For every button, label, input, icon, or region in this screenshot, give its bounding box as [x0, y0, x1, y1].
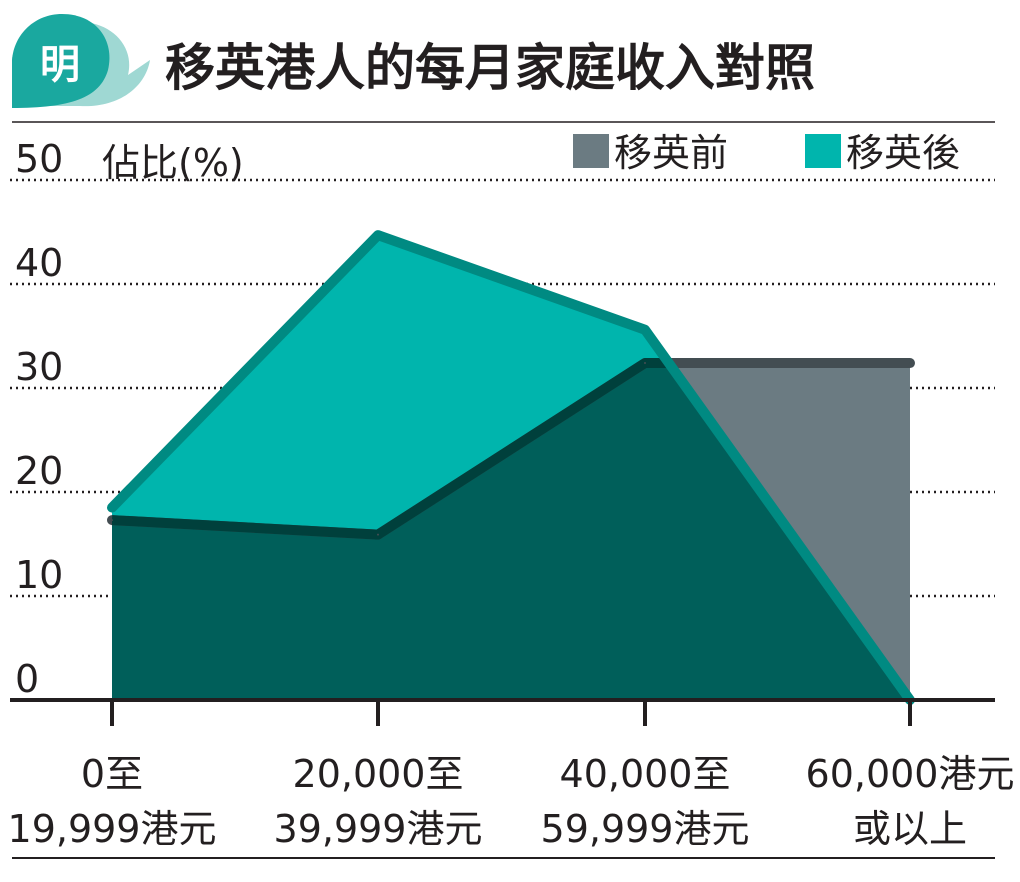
y-tick-label: 0 — [15, 657, 39, 701]
point-before — [111, 519, 113, 522]
logo-text: 明 — [40, 41, 80, 88]
x-axis — [10, 698, 995, 726]
point-before — [644, 362, 646, 365]
y-tick-label: 40 — [15, 241, 63, 285]
area-overlap — [112, 363, 910, 700]
x-tick-label: 19,999港元 — [8, 807, 217, 851]
logo: 明 — [12, 14, 150, 108]
line-after — [107, 230, 915, 705]
point-before — [377, 533, 379, 536]
legend: 移英前 移英後 — [573, 131, 960, 175]
legend-swatch-before — [573, 134, 609, 168]
chart-title: 移英港人的每月家庭收入對照 — [165, 39, 815, 97]
x-tick-label: 或以上 — [853, 807, 967, 851]
logo-bubble — [12, 14, 110, 108]
y-tick-label: 20 — [15, 449, 63, 493]
x-tick-label: 59,999港元 — [541, 807, 750, 851]
point-before — [909, 362, 911, 365]
point-after — [377, 234, 379, 237]
x-tick-label: 20,000至 — [293, 752, 464, 796]
y-tick-labels: 0 10 20 30 40 50 — [15, 137, 63, 701]
y-axis-title: 佔比(%) — [102, 141, 244, 185]
y-tick-label: 10 — [15, 553, 63, 597]
legend-label-before: 移英前 — [614, 131, 728, 175]
legend-swatch-after — [805, 134, 841, 168]
point-after — [111, 506, 113, 509]
areas — [107, 230, 915, 705]
point-after — [644, 328, 646, 331]
x-tick-label: 39,999港元 — [274, 807, 483, 851]
x-tick-label: 0至 — [81, 752, 143, 796]
x-tick-label: 60,000港元 — [806, 752, 1015, 796]
y-tick-label: 50 — [15, 137, 63, 181]
legend-label-after: 移英後 — [846, 131, 960, 175]
y-tick-label: 30 — [15, 345, 63, 389]
x-tick-label: 40,000至 — [560, 752, 731, 796]
x-tick-labels: 0至 19,999港元 20,000至 39,999港元 40,000至 59,999港元… — [8, 752, 1015, 851]
